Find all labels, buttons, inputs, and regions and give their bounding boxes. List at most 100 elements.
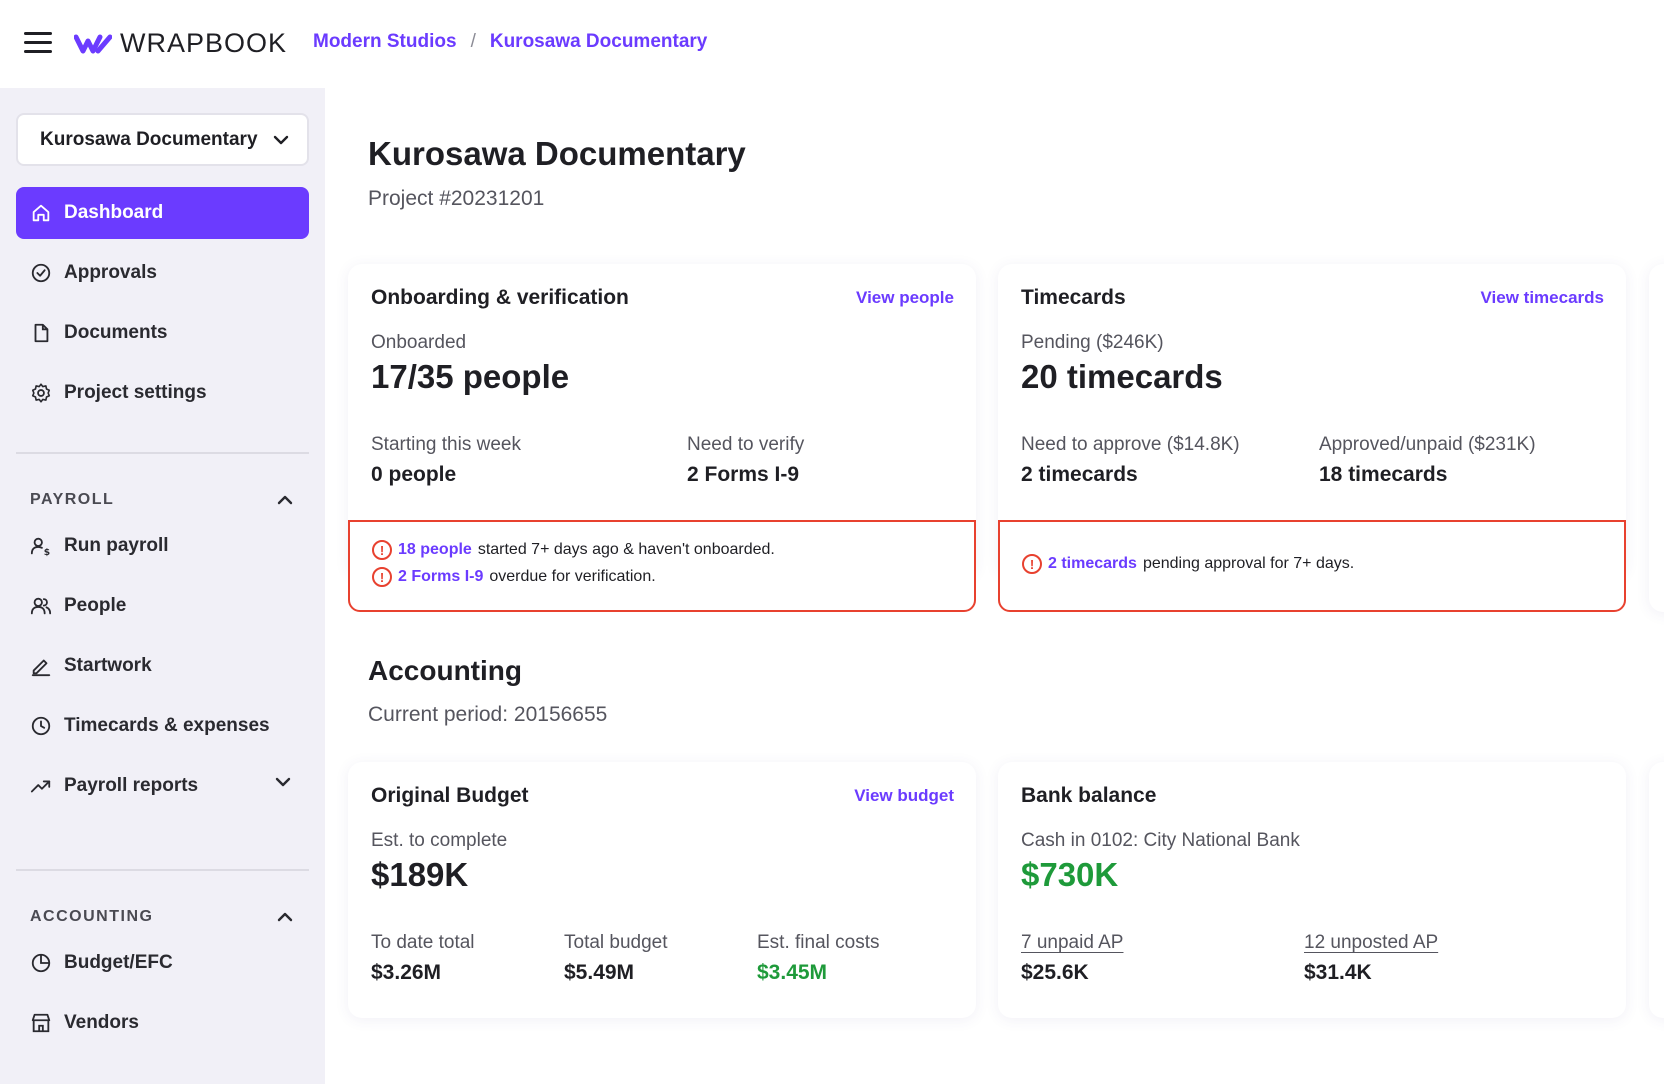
alert-text: pending approval for 7+ days. — [1142, 555, 1355, 572]
logo-text: WRAPBOOK — [120, 28, 288, 58]
sidebar-item-label: Budget/EFC — [64, 952, 173, 973]
card-title: Original Budget — [371, 784, 529, 807]
payroll-section-toggle[interactable]: PAYROLL — [30, 491, 293, 509]
sidebar-item-project-settings[interactable]: Project settings — [16, 367, 309, 419]
warning-icon: ! — [372, 540, 392, 560]
breadcrumb: Modern Studios / Kurosawa Documentary — [313, 31, 707, 53]
alert-line: ! 2 timecards pending approval for 7+ da… — [1022, 554, 1354, 574]
accounting-section-title: ACCOUNTING — [30, 908, 154, 925]
alert-text: overdue for verification. — [489, 568, 656, 585]
need-approve-label: Need to approve ($14.8K) — [1021, 434, 1240, 455]
starting-week-value: 0 people — [371, 463, 457, 486]
chevron-down-icon — [273, 135, 289, 144]
total-budget-label: Total budget — [564, 932, 668, 953]
warning-icon: ! — [1022, 554, 1042, 574]
cash-value: $730K — [1021, 856, 1119, 893]
sidebar-item-label: Documents — [64, 322, 168, 343]
accounting-section-toggle[interactable]: ACCOUNTING — [30, 908, 293, 926]
alert-timecards-link[interactable]: 2 timecards — [1048, 555, 1137, 572]
unpaid-ap-link[interactable]: 7 unpaid AP — [1021, 932, 1124, 953]
trend-icon — [30, 780, 51, 793]
sidebar-divider — [16, 452, 309, 454]
card-title: Bank balance — [1021, 784, 1157, 807]
document-icon — [34, 323, 49, 343]
menu-icon[interactable] — [24, 32, 52, 54]
sidebar-item-timecards-expenses[interactable]: Timecards & expenses — [16, 700, 309, 752]
total-budget-value: $5.49M — [564, 961, 635, 984]
sidebar-item-label: Approvals — [64, 262, 157, 283]
sidebar: Kurosawa Documentary Dashboard Approvals… — [0, 88, 325, 1084]
budget-card: Original Budget View budget Est. to comp… — [348, 762, 976, 1018]
project-selector-label: Kurosawa Documentary — [40, 128, 258, 150]
onboarding-alert: ! 18 people started 7+ days ago & haven'… — [348, 520, 976, 612]
pending-label: Pending ($246K) — [1021, 332, 1164, 353]
unposted-ap-value: $31.4K — [1304, 961, 1372, 984]
offscreen-card — [1649, 264, 1664, 612]
est-complete-value: $189K — [371, 856, 469, 893]
chevron-down-icon — [275, 777, 291, 787]
store-icon — [31, 1013, 51, 1033]
pending-value: 20 timecards — [1021, 358, 1223, 395]
wrapbook-logo-icon — [74, 34, 112, 53]
sidebar-item-vendors[interactable]: Vendors — [16, 997, 309, 1049]
main-content: Kurosawa Documentary Project #20231201 O… — [325, 88, 1664, 1084]
breadcrumb-studio[interactable]: Modern Studios — [313, 31, 457, 52]
alert-line: ! 18 people started 7+ days ago & haven'… — [372, 540, 775, 560]
to-date-label: To date total — [371, 932, 475, 953]
chevron-up-icon — [277, 912, 293, 922]
est-final-value: $3.45M — [757, 961, 828, 984]
unposted-ap-link[interactable]: 12 unposted AP — [1304, 932, 1439, 953]
sidebar-item-startwork[interactable]: Startwork — [16, 640, 309, 692]
logo[interactable]: WRAPBOOK — [74, 28, 287, 59]
need-verify-label: Need to verify — [687, 434, 805, 455]
approved-unpaid-value: 18 timecards — [1319, 463, 1448, 486]
payroll-section-title: PAYROLL — [30, 491, 115, 508]
user-dollar-icon: $ — [30, 537, 50, 557]
view-people-link[interactable]: View people — [856, 288, 954, 307]
starting-week-label: Starting this week — [371, 434, 521, 455]
sidebar-item-label: Dashboard — [64, 202, 164, 223]
accounting-title: Accounting — [368, 655, 522, 686]
sidebar-divider — [16, 869, 309, 871]
people-icon — [30, 597, 52, 615]
sidebar-item-label: Payroll reports — [64, 775, 199, 796]
onboarded-label: Onboarded — [371, 332, 467, 353]
home-icon — [32, 204, 50, 222]
offscreen-card — [1649, 762, 1664, 1018]
need-approve-value: 2 timecards — [1021, 463, 1138, 486]
sidebar-item-label: Project settings — [64, 382, 207, 403]
page-title: Kurosawa Documentary — [368, 135, 746, 172]
cash-label: Cash in 0102: City National Bank — [1021, 830, 1300, 851]
unpaid-ap-value: $25.6K — [1021, 961, 1089, 984]
breadcrumb-project[interactable]: Kurosawa Documentary — [489, 31, 708, 52]
sidebar-item-label: Vendors — [64, 1012, 139, 1033]
alert-people-link[interactable]: 18 people — [398, 541, 472, 558]
check-circle-icon — [31, 263, 51, 283]
alert-forms-link[interactable]: 2 Forms I-9 — [398, 568, 484, 585]
breadcrumb-separator: / — [470, 31, 476, 52]
sidebar-item-people[interactable]: People — [16, 580, 309, 632]
need-verify-value: 2 Forms I-9 — [687, 463, 800, 486]
est-complete-label: Est. to complete — [371, 830, 508, 851]
card-title: Onboarding & verification — [371, 286, 629, 309]
chevron-up-icon — [277, 495, 293, 505]
timecards-alert: ! 2 timecards pending approval for 7+ da… — [998, 520, 1626, 612]
gear-icon — [31, 383, 51, 403]
sidebar-item-budget-efc[interactable]: Budget/EFC — [16, 937, 309, 989]
sidebar-item-label: Run payroll — [64, 535, 169, 556]
approved-unpaid-label: Approved/unpaid ($231K) — [1319, 434, 1536, 455]
project-selector[interactable]: Kurosawa Documentary — [16, 113, 309, 166]
sidebar-item-label: Startwork — [64, 655, 152, 676]
view-timecards-link[interactable]: View timecards — [1480, 288, 1604, 307]
sidebar-item-documents[interactable]: Documents — [16, 307, 309, 359]
accounting-period: Current period: 20156655 — [368, 703, 608, 726]
sidebar-item-approvals[interactable]: Approvals — [16, 247, 309, 299]
sidebar-item-dashboard[interactable]: Dashboard — [16, 187, 309, 239]
sidebar-item-run-payroll[interactable]: $ Run payroll — [16, 520, 309, 572]
alert-text: started 7+ days ago & haven't onboarded. — [477, 541, 775, 558]
to-date-value: $3.26M — [371, 961, 442, 984]
bank-card: Bank balance Cash in 0102: City National… — [998, 762, 1626, 1018]
sidebar-item-payroll-reports[interactable]: Payroll reports — [16, 760, 309, 812]
view-budget-link[interactable]: View budget — [854, 786, 954, 805]
sidebar-item-label: People — [64, 595, 127, 616]
